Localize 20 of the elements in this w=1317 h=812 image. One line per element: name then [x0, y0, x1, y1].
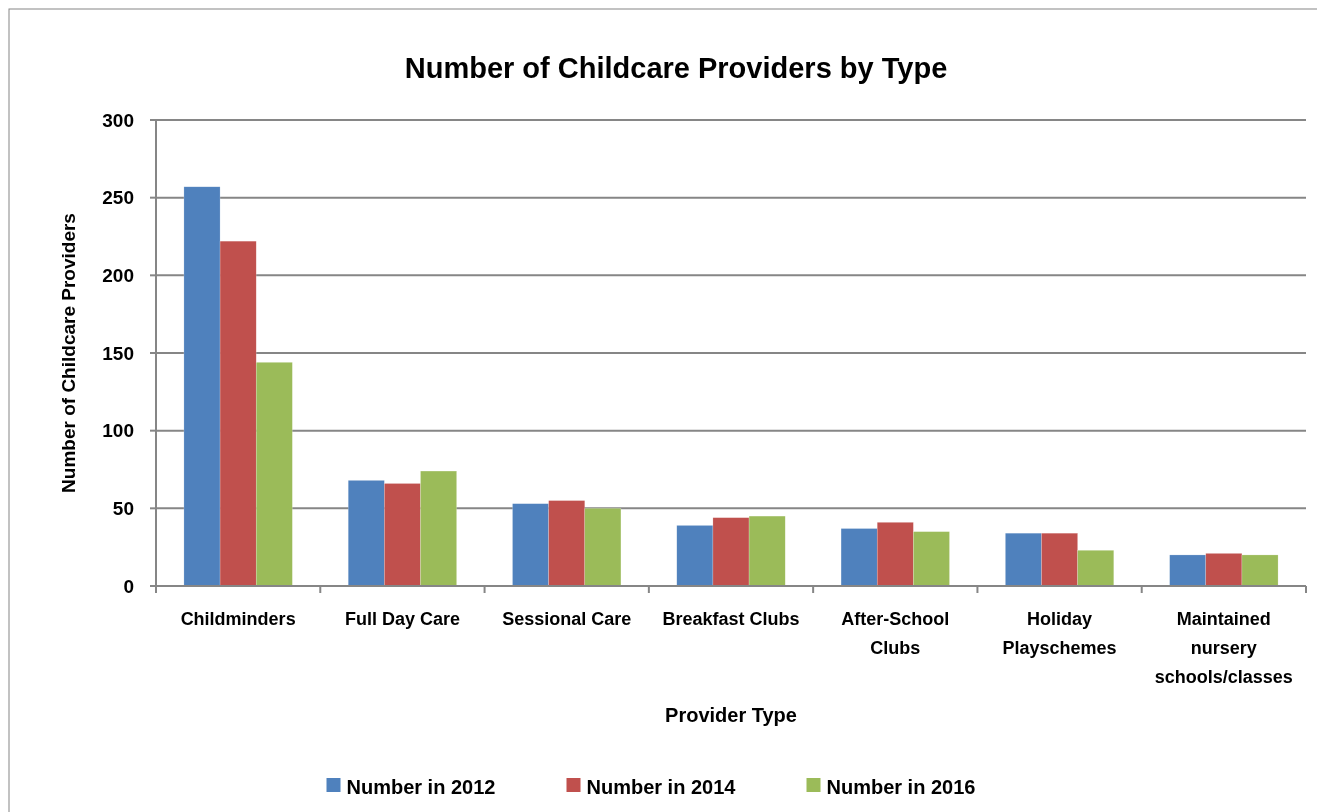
x-tick-label: After-School Clubs — [841, 609, 950, 658]
y-tick-label: 300 — [102, 109, 134, 131]
x-tick-label: Full Day Care — [344, 609, 460, 629]
y-axis-title: Number of Childcare Providers — [58, 213, 79, 493]
x-tick-label: Sessional Care — [502, 609, 632, 629]
y-tick-label: 100 — [102, 420, 134, 442]
legend-label: Number in 2012 — [346, 776, 496, 798]
legend-label: Number in 2016 — [826, 776, 976, 798]
x-tick-label: Maintained nursery schools/classes — [1154, 609, 1293, 687]
y-tick-label: 200 — [102, 264, 134, 286]
x-tick-label: Holiday Playschemes — [1002, 609, 1117, 658]
y-tick-label: 250 — [102, 187, 134, 209]
y-tick-label: 50 — [112, 497, 134, 519]
legend-label: Number in 2014 — [586, 776, 737, 798]
x-tick-label: Childminders — [180, 609, 296, 629]
x-tick-label: Breakfast Clubs — [662, 609, 800, 629]
chart-title: Number of Childcare Providers by Type — [404, 52, 948, 84]
x-axis-title: Provider Type — [665, 704, 797, 726]
y-tick-label: 150 — [102, 342, 134, 364]
y-tick-label: 0 — [123, 575, 134, 597]
